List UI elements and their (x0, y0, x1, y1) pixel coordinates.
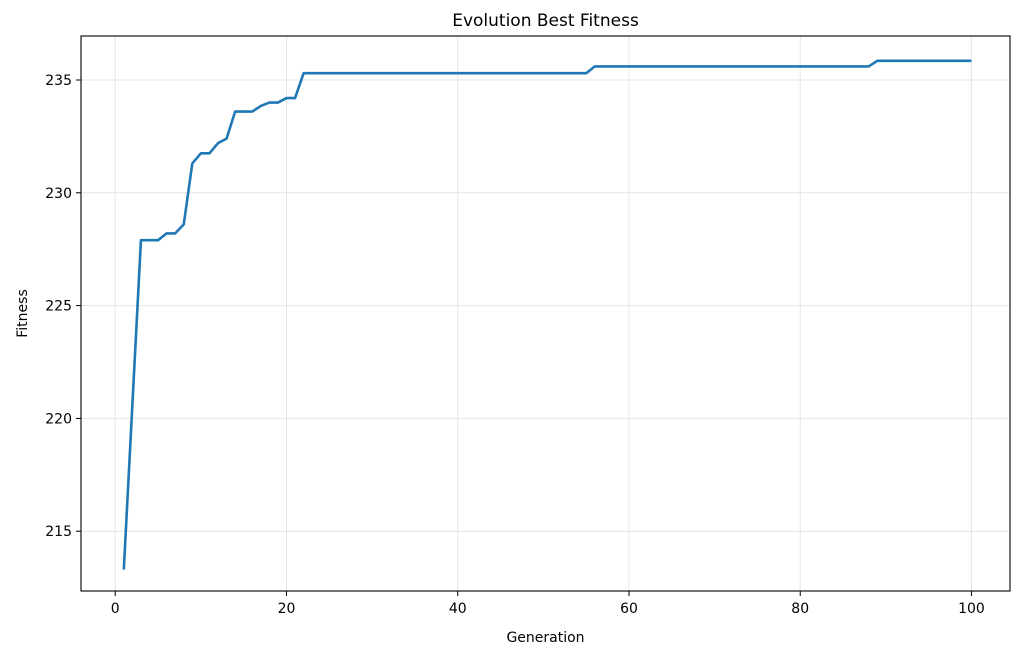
axis-ticks: 0 20 40 60 80 100 215 220 225 230 235 (45, 73, 985, 617)
x-tick-label: 0 (111, 601, 120, 617)
chart-title: Evolution Best Fitness (452, 11, 639, 31)
series-line (122, 59, 972, 570)
x-tick-label: 20 (278, 601, 296, 617)
y-tick-label: 225 (45, 299, 72, 315)
x-tick-label: 60 (620, 601, 638, 617)
x-tick-label: 40 (449, 601, 467, 617)
x-tick-label: 100 (958, 601, 985, 617)
y-tick-label: 235 (45, 73, 72, 89)
x-tick-label: 80 (791, 601, 809, 617)
series-layer (122, 59, 972, 570)
plot-frame (80, 35, 1011, 592)
y-tick-label: 215 (45, 524, 72, 540)
grid (81, 36, 1010, 591)
y-tick-label: 230 (45, 186, 72, 202)
x-axis-label: Generation (506, 630, 584, 646)
y-tick-label: 220 (45, 411, 72, 427)
y-axis-label: Fitness (15, 289, 31, 338)
